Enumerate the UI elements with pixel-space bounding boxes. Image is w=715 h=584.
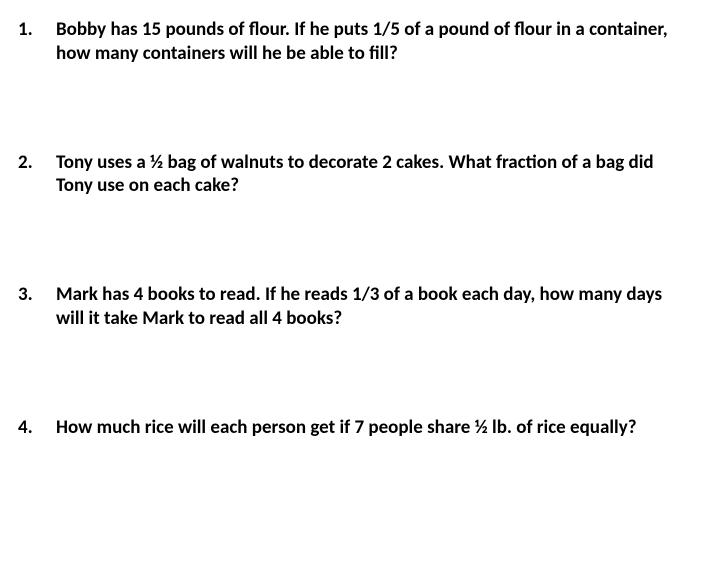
problem-item: Tony uses a ½ bag of walnuts to decorate… [18,151,685,199]
problem-text: Mark has 4 books to read. If he reads 1/… [56,283,662,330]
problem-item: Mark has 4 books to read. If he reads 1/… [18,283,685,331]
problem-item: How much rice will each person get if 7 … [18,416,685,440]
problem-list: Bobby has 15 pounds of flour. If he puts… [18,18,685,439]
problem-text: Tony uses a ½ bag of walnuts to decorate… [56,151,654,198]
problem-text: Bobby has 15 pounds of flour. If he puts… [56,18,668,65]
problem-text: How much rice will each person get if 7 … [56,416,637,439]
problem-item: Bobby has 15 pounds of flour. If he puts… [18,18,685,66]
